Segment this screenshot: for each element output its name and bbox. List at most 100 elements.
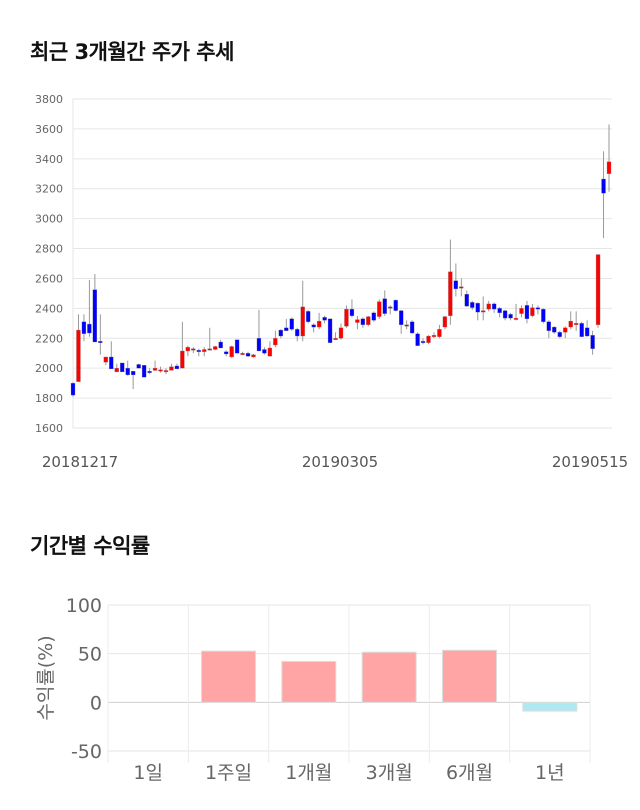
- candle-body: [437, 329, 442, 337]
- candle-body: [382, 298, 387, 314]
- candle-body: [530, 307, 535, 316]
- candle-body: [213, 346, 218, 350]
- bar: [522, 701, 578, 712]
- candle-body: [300, 306, 305, 337]
- bar: [361, 651, 417, 703]
- candle-body: [234, 339, 240, 354]
- candle-body: [349, 308, 355, 316]
- candle-body: [81, 321, 87, 334]
- candle-body: [70, 382, 76, 396]
- y-tick-label: 1800: [35, 392, 63, 405]
- candle-body: [590, 335, 595, 349]
- x-tick-label: 20190515: [552, 453, 628, 471]
- candle-body: [87, 323, 92, 334]
- candle-body: [202, 349, 207, 352]
- candle-body: [120, 362, 125, 373]
- candle-body: [185, 347, 191, 352]
- y-tick-label: 1600: [35, 422, 63, 435]
- candle-body: [508, 314, 513, 319]
- candle-body: [114, 368, 119, 373]
- candle-body: [404, 324, 409, 327]
- candle-body: [524, 305, 530, 319]
- candle-body: [131, 371, 136, 376]
- candle-body: [497, 308, 502, 314]
- price-trend-title: 최근 3개월간 주가 추세: [30, 40, 234, 64]
- x-tick-label: 6개월: [446, 762, 493, 784]
- candle-body: [218, 341, 223, 349]
- x-tick-label: 1주일: [205, 762, 252, 784]
- x-tick-label: 1일: [133, 762, 163, 784]
- candle-body: [453, 280, 459, 290]
- candle-body: [448, 271, 453, 316]
- candle-body: [229, 346, 234, 358]
- y-tick-label: 100: [66, 595, 102, 617]
- candle-body: [355, 319, 360, 323]
- candle-body: [568, 320, 573, 328]
- candle-body: [152, 368, 158, 371]
- returns-title: 기간별 수익률: [30, 534, 150, 558]
- candle-body: [256, 338, 262, 352]
- candle-body: [267, 347, 273, 357]
- candle-body: [481, 310, 486, 313]
- x-tick-label: 1년: [535, 762, 565, 784]
- candle-body: [486, 303, 491, 310]
- candle-body: [311, 324, 316, 328]
- candle-body: [141, 365, 147, 378]
- candle-body: [393, 299, 398, 311]
- candle-body: [475, 302, 480, 313]
- x-tick-label: 20181217: [42, 453, 118, 471]
- candle-body: [502, 310, 508, 319]
- candle-body: [207, 348, 212, 351]
- candle-body: [491, 303, 497, 310]
- candlestick-chart: 3800 3600 3400 3200 3000 2800 2600 2400 2200 2000…: [35, 93, 628, 471]
- y-tick-label: 2600: [35, 272, 63, 285]
- candle-body: [180, 350, 185, 369]
- candle-body: [409, 321, 415, 334]
- candle-body: [470, 302, 475, 308]
- candle-body: [371, 312, 376, 321]
- candle-body: [103, 356, 108, 363]
- candle-body: [541, 308, 546, 322]
- y-tick-label: 3000: [35, 213, 63, 226]
- candle-body: [92, 289, 98, 343]
- candle-body: [338, 327, 344, 339]
- candle-body: [289, 318, 294, 330]
- candle-body: [563, 327, 568, 333]
- candle-body: [322, 317, 327, 321]
- candle-body: [579, 323, 584, 337]
- candle-body: [459, 286, 464, 289]
- candle-body: [415, 333, 420, 346]
- candle-body: [125, 368, 130, 376]
- candle-body: [557, 332, 562, 337]
- bar: [201, 650, 256, 703]
- y-tick-label: 2200: [35, 332, 63, 345]
- candle-body: [601, 178, 606, 194]
- candle-body: [442, 316, 448, 328]
- candle-body: [464, 294, 469, 307]
- candle-body: [513, 317, 519, 320]
- candle-body: [388, 306, 393, 309]
- candle-body: [284, 327, 289, 331]
- candle-body: [377, 301, 382, 317]
- candle-body: [147, 371, 152, 373]
- bar: [442, 649, 497, 703]
- candle-body: [174, 365, 180, 370]
- candle-body: [223, 351, 229, 355]
- candle-body: [109, 356, 114, 370]
- y-tick-label: 3800: [35, 93, 63, 106]
- candle-body: [245, 353, 251, 357]
- candle-body: [191, 348, 196, 351]
- x-tick-label: 3개월: [366, 762, 413, 784]
- candle-body: [262, 349, 267, 354]
- candle-body: [606, 161, 612, 174]
- candle-body: [251, 354, 256, 358]
- candle-body: [316, 320, 322, 328]
- candle-body: [333, 338, 338, 340]
- candle-body: [327, 318, 333, 343]
- candle-body: [519, 308, 524, 314]
- y-tick-label: 2000: [35, 362, 63, 375]
- bar: [281, 660, 337, 703]
- x-tick-label: 20190305: [302, 453, 378, 471]
- candle-body: [196, 350, 201, 352]
